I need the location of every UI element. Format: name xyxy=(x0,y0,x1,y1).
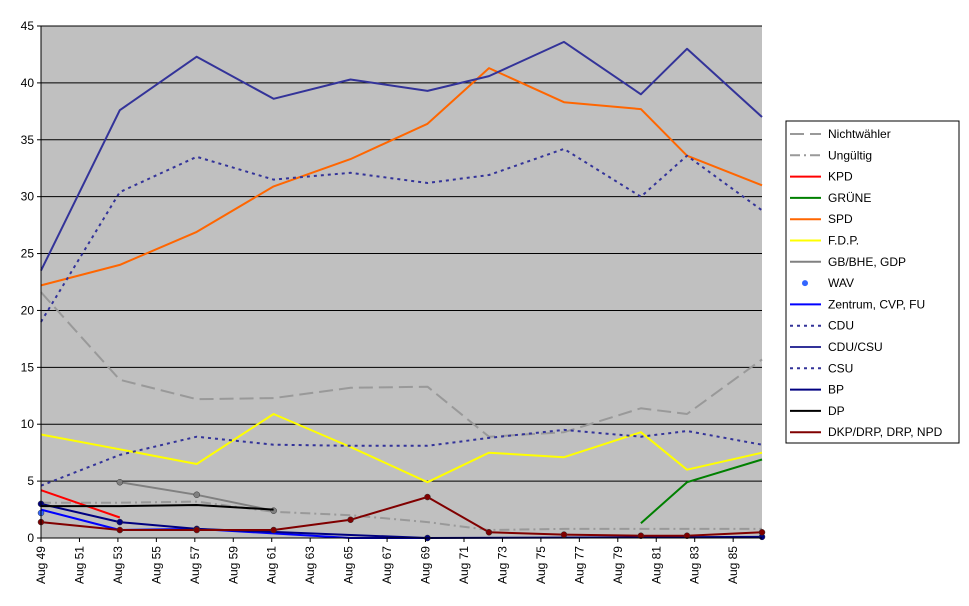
legend-label: CDU xyxy=(828,319,854,333)
series-5-line xyxy=(40,413,763,484)
legend-label: GRÜNE xyxy=(828,191,871,205)
series-13-line xyxy=(41,504,274,511)
gridlines xyxy=(41,25,762,482)
series-3-line xyxy=(640,458,763,524)
series-14-point xyxy=(193,526,200,534)
x-tick-label: Aug 63 xyxy=(303,546,317,584)
series-layer xyxy=(37,40,766,542)
legend-marker xyxy=(802,280,808,287)
y-tick-label: 30 xyxy=(21,190,35,204)
legend-label: GB/BHE, GDP xyxy=(828,255,906,269)
x-tick-label: Aug 83 xyxy=(688,546,702,584)
series-10-line xyxy=(40,40,763,272)
legend-label: WAV xyxy=(828,276,854,290)
series-6-point xyxy=(193,491,200,499)
x-tick-label: Aug 51 xyxy=(72,546,86,584)
axes xyxy=(40,26,762,539)
y-tick-label: 10 xyxy=(21,417,35,431)
y-tick-label: 40 xyxy=(21,76,35,90)
legend-label: KPD xyxy=(828,170,853,184)
y-tick-label: 15 xyxy=(21,360,35,374)
x-tick-label: Aug 55 xyxy=(149,546,163,584)
series-14-point xyxy=(116,526,124,534)
series-11-line xyxy=(40,428,763,487)
x-tick-label: Aug 73 xyxy=(495,546,509,584)
plot-area xyxy=(41,26,762,538)
legend-box xyxy=(785,120,960,444)
x-tick-label: Aug 49 xyxy=(34,546,48,584)
series-9-line xyxy=(40,147,763,323)
series-12-point xyxy=(116,518,124,526)
legend-label: Zentrum, CVP, FU xyxy=(828,297,925,311)
y-tick-label: 35 xyxy=(21,133,35,147)
legend: Nichtwähler Ungültig KPD GRÜNE SPD F.D.P. GB/B… xyxy=(790,127,943,439)
x-tick-label: Aug 53 xyxy=(111,546,125,584)
y-tick-label: 20 xyxy=(21,303,35,317)
legend-label: SPD xyxy=(828,212,853,226)
legend-label: F.D.P. xyxy=(828,234,859,248)
x-tick-label: Aug 65 xyxy=(342,546,356,584)
series-1-line xyxy=(41,500,762,531)
x-tick-label: Aug 79 xyxy=(611,546,625,584)
x-tick-label: Aug 59 xyxy=(226,546,240,584)
x-tick-label: Aug 69 xyxy=(419,546,433,584)
x-tick-label: Aug 85 xyxy=(726,546,740,584)
legend-label: CSU xyxy=(828,361,853,375)
series-2-line xyxy=(40,489,121,519)
y-tick-label: 45 xyxy=(21,19,35,33)
legend-label: DKP/DRP, DRP, NPD xyxy=(828,425,943,439)
x-tick-label: Aug 67 xyxy=(380,546,394,584)
x-axis-ticks: Aug 49 Aug 51 Aug 53 Aug 55 Aug 57 Aug 59 Aug … xyxy=(34,538,740,584)
series-14-point xyxy=(637,532,645,539)
y-tick-label: 5 xyxy=(27,474,34,488)
series-6-point xyxy=(116,478,124,486)
x-tick-label: Aug 81 xyxy=(649,546,663,584)
y-tick-label: 0 xyxy=(27,531,34,545)
series-14-point xyxy=(347,516,354,524)
series-14-point xyxy=(560,531,568,538)
legend-label: Ungültig xyxy=(828,148,872,162)
series-14-point xyxy=(270,526,277,534)
legend-label: BP xyxy=(828,383,844,397)
legend-label: DP xyxy=(828,404,845,418)
series-14-point xyxy=(758,529,766,536)
x-tick-label: Aug 75 xyxy=(534,546,548,584)
x-tick-label: Aug 77 xyxy=(572,546,586,584)
series-4-line xyxy=(40,67,763,287)
y-tick-label: 25 xyxy=(21,247,35,261)
series-14-point xyxy=(424,493,431,501)
series-0-line xyxy=(40,291,763,438)
x-tick-label: Aug 71 xyxy=(457,546,471,584)
x-tick-label: Aug 61 xyxy=(265,546,279,584)
legend-label: Nichtwähler xyxy=(828,127,891,141)
series-14-point xyxy=(683,532,691,539)
x-tick-label: Aug 57 xyxy=(188,546,202,584)
series-14-point xyxy=(485,529,493,536)
legend-label: CDU/CSU xyxy=(828,340,883,354)
y-axis-ticks: 0 5 10 15 20 25 30 35 40 45 xyxy=(21,19,41,545)
